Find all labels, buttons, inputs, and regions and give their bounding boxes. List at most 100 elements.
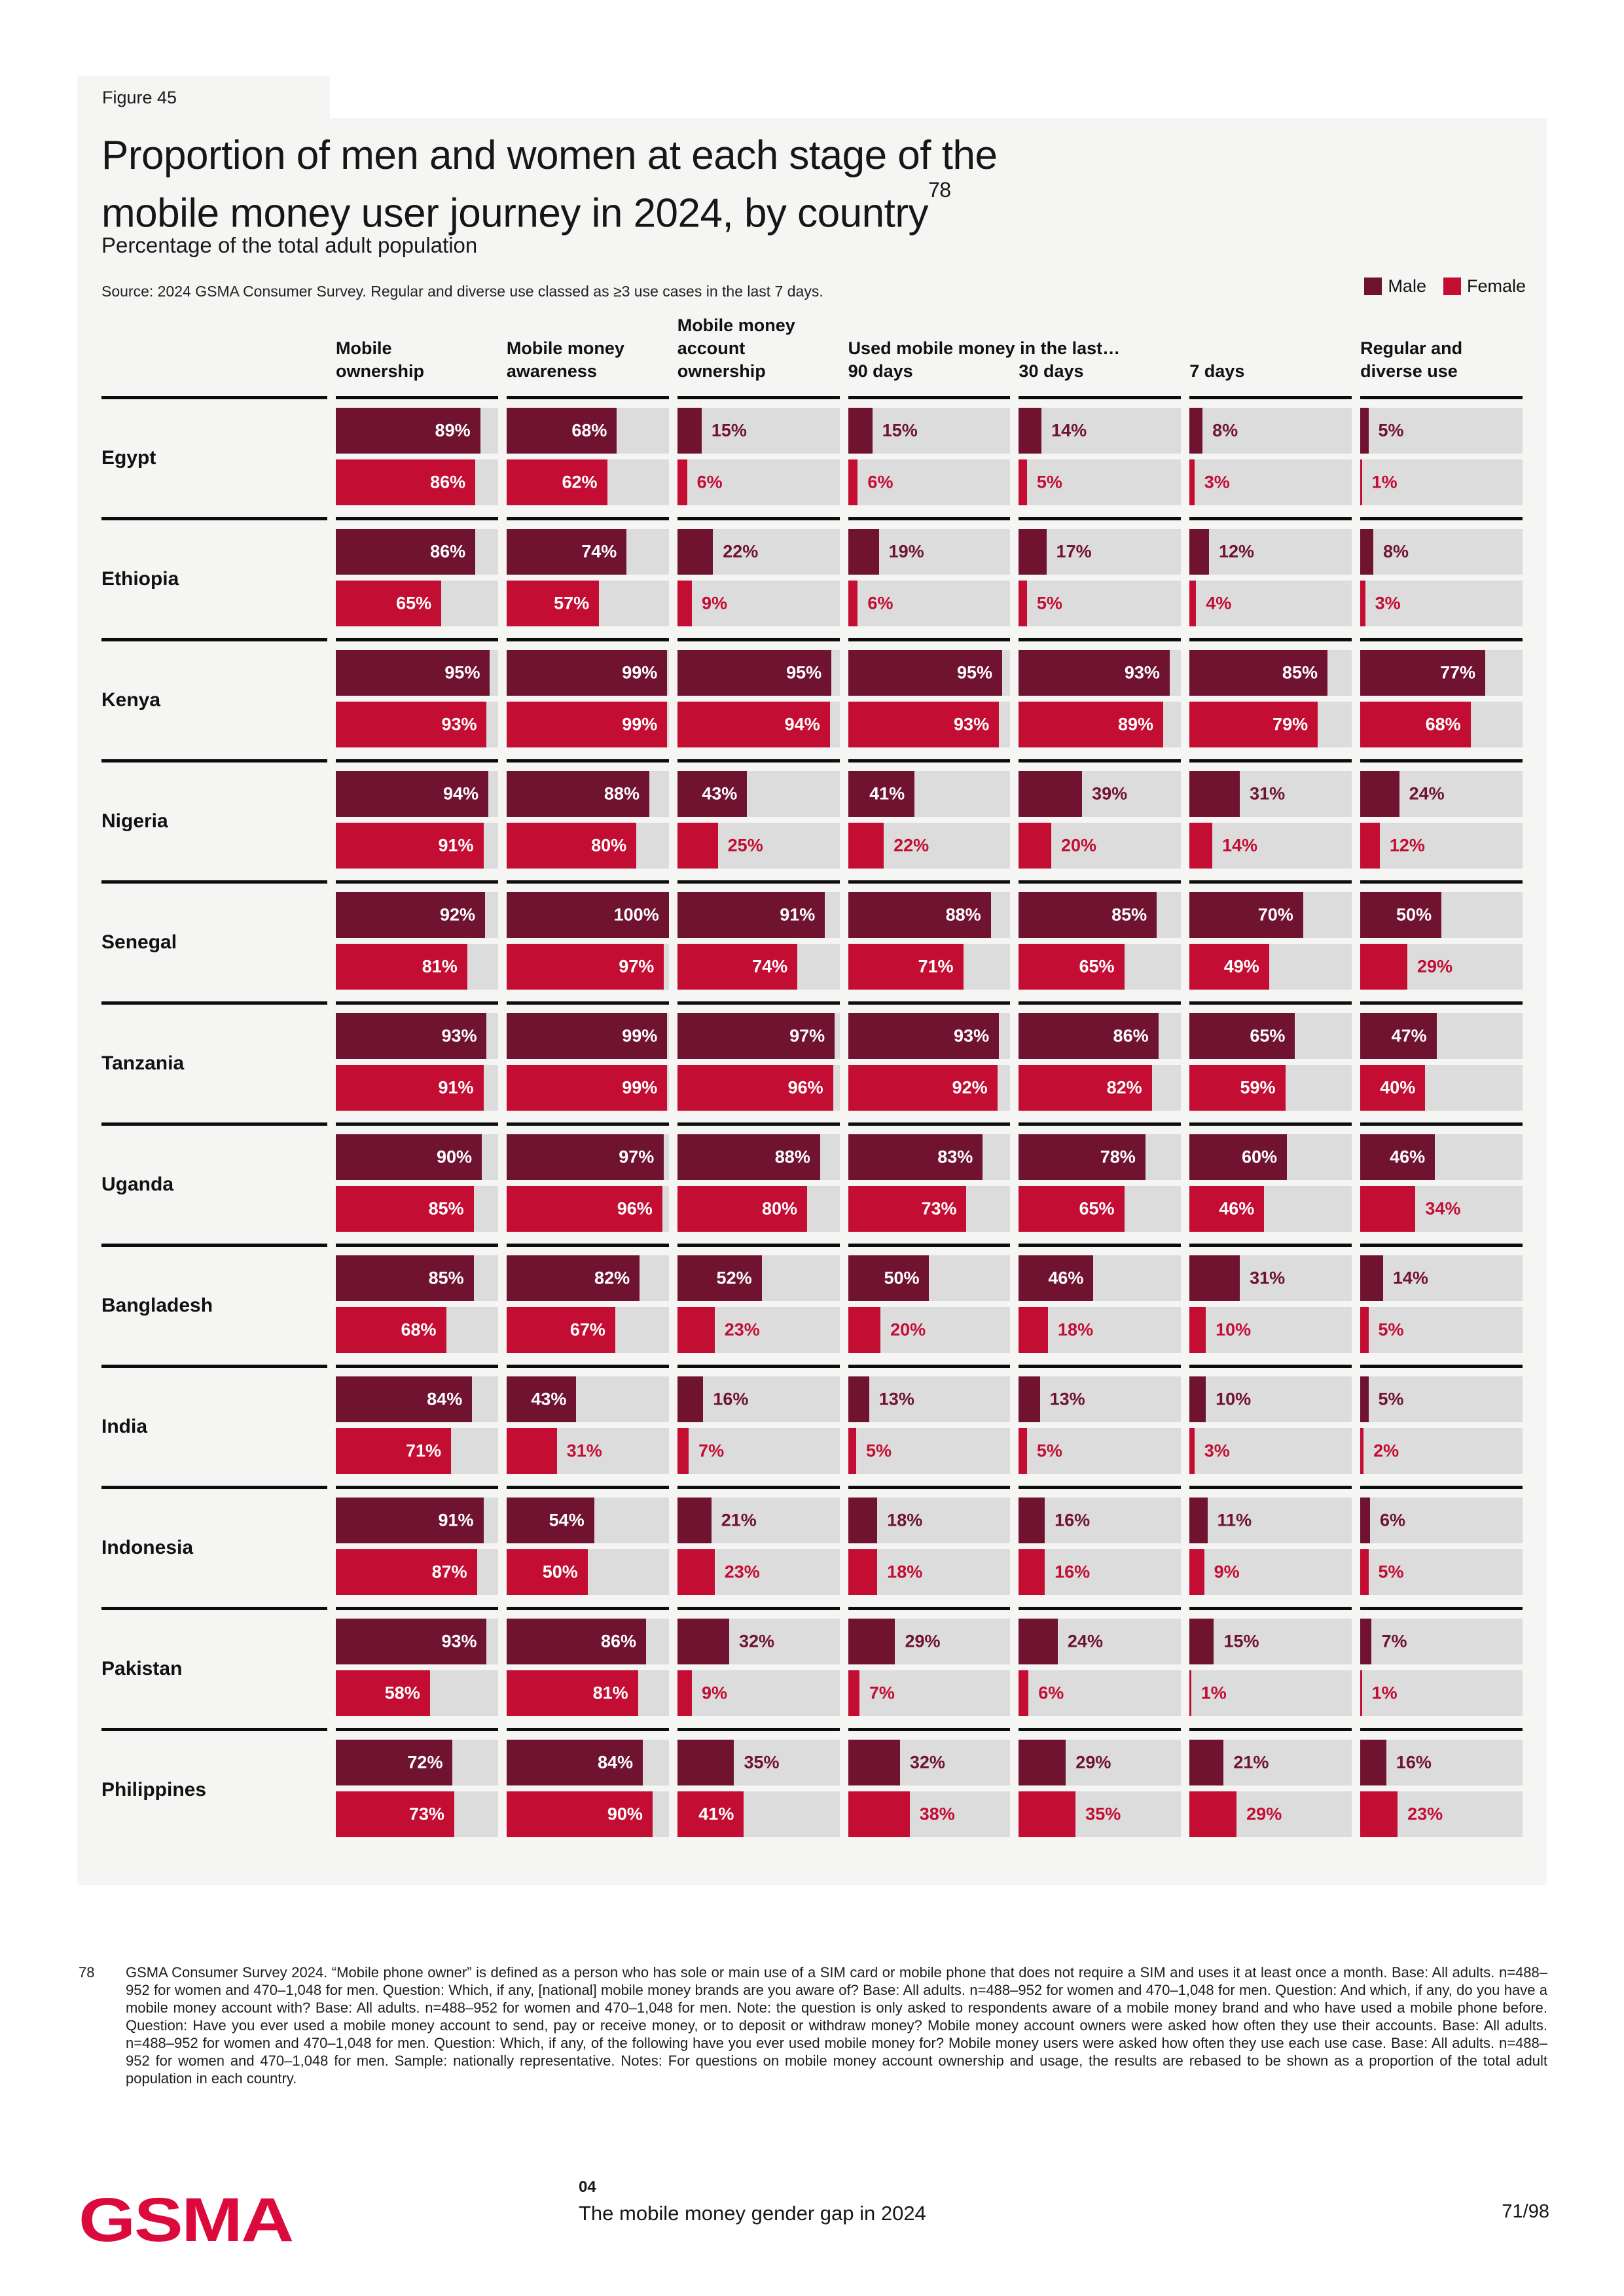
male-bar-track: 91% bbox=[336, 1498, 498, 1543]
female-bar-track: 68% bbox=[1360, 702, 1523, 747]
female-bar-track: 34% bbox=[1360, 1186, 1523, 1232]
female-bar-fill bbox=[336, 1791, 454, 1837]
column-subheaders: 90 days 30 days 7 days bbox=[848, 360, 1352, 383]
stage-cell: 11% 9% bbox=[1189, 1486, 1352, 1607]
male-bar-value-label: 14% bbox=[1392, 1268, 1428, 1288]
female-bar-value-label: 90% bbox=[607, 1804, 643, 1824]
stage-cell: 12% 4% bbox=[1189, 517, 1352, 638]
female-bar-fill bbox=[1189, 1065, 1286, 1111]
female-bar-value-label: 62% bbox=[562, 472, 598, 492]
female-bar-track: 58% bbox=[336, 1670, 498, 1716]
male-bar-value-label: 14% bbox=[1051, 420, 1087, 440]
male-bar-track: 15% bbox=[677, 408, 840, 454]
male-bar-fill bbox=[848, 1134, 983, 1180]
male-bar-value-label: 7% bbox=[1381, 1631, 1407, 1651]
male-bar-value-label: 88% bbox=[604, 783, 640, 804]
male-bar-fill bbox=[1019, 892, 1157, 938]
female-bar-value-label: 5% bbox=[1036, 1441, 1062, 1461]
female-bar-value-label: 7% bbox=[869, 1683, 895, 1703]
female-bar-track: 6% bbox=[677, 459, 840, 505]
male-bar-value-label: 97% bbox=[789, 1026, 825, 1046]
male-bar-value-label: 21% bbox=[721, 1510, 757, 1530]
female-bar-value-label: 93% bbox=[954, 714, 990, 734]
female-bar-fill bbox=[677, 1791, 744, 1837]
footnote-marker: 78 bbox=[79, 1964, 95, 1981]
stage-cell: 15% 6% bbox=[677, 396, 840, 517]
stage-cell: 85% 68% bbox=[336, 1244, 498, 1365]
male-bar-value-label: 86% bbox=[430, 541, 466, 562]
male-bar-track: 85% bbox=[1019, 892, 1182, 938]
female-bar-fill bbox=[1019, 581, 1027, 626]
male-bar-fill bbox=[1360, 1255, 1383, 1301]
male-bar-fill bbox=[848, 1740, 900, 1785]
female-bar-value-label: 92% bbox=[952, 1077, 988, 1098]
stage-cell: 97% 96% bbox=[677, 1001, 840, 1122]
column-headers: Mobile ownership Mobile money awareness … bbox=[101, 314, 1523, 383]
male-bar-value-label: 70% bbox=[1257, 905, 1293, 925]
female-bar-fill bbox=[506, 1307, 615, 1353]
female-bar-track: 96% bbox=[677, 1065, 840, 1111]
stage-cell: 24% 12% bbox=[1360, 759, 1523, 880]
female-bar-fill bbox=[1019, 1428, 1027, 1474]
male-bar-track: 22% bbox=[677, 529, 840, 575]
female-bar-fill bbox=[677, 1307, 715, 1353]
female-bar-track: 9% bbox=[677, 581, 840, 626]
female-bar-value-label: 65% bbox=[1079, 1198, 1115, 1219]
stage-cell: 93% 92% bbox=[848, 1001, 1011, 1122]
male-bar-value-label: 99% bbox=[622, 662, 658, 683]
female-bar-track: 96% bbox=[506, 1186, 669, 1232]
female-bar-value-label: 10% bbox=[1216, 1319, 1252, 1340]
female-bar-value-label: 65% bbox=[1079, 956, 1115, 977]
female-bar-fill bbox=[506, 1186, 662, 1232]
male-bar-track: 84% bbox=[336, 1376, 498, 1422]
legend: Male Female bbox=[1364, 276, 1526, 296]
female-bar-fill bbox=[336, 459, 476, 505]
stage-cell: 70% 49% bbox=[1189, 880, 1352, 1001]
column-header-mobile-money-account-ownership: Mobile money account ownership bbox=[677, 315, 795, 381]
country-row: Ethiopia 86% 65% 74% 57% 22% 9% 19% 6% 17% 5% 12% 4%… bbox=[101, 517, 1523, 638]
male-bar-track: 21% bbox=[677, 1498, 840, 1543]
female-bar-fill bbox=[848, 1186, 967, 1232]
stage-cell: 14% 5% bbox=[1360, 1244, 1523, 1365]
column-header-mobile-ownership: Mobile ownership bbox=[336, 338, 425, 381]
country-label: Senegal bbox=[101, 880, 327, 1001]
male-bar-value-label: 88% bbox=[945, 905, 981, 925]
male-bar-value-label: 8% bbox=[1382, 541, 1409, 562]
male-bar-fill bbox=[677, 650, 832, 696]
female-bar-track: 92% bbox=[848, 1065, 1011, 1111]
female-bar-fill bbox=[1019, 1670, 1029, 1716]
female-bar-track: 65% bbox=[1019, 944, 1182, 990]
country-label: Uganda bbox=[101, 1122, 327, 1244]
stage-cell: 97% 96% bbox=[506, 1122, 669, 1244]
legend-male-swatch-icon bbox=[1364, 278, 1382, 295]
stage-cell: 43% 31% bbox=[506, 1365, 669, 1486]
female-bar-track: 3% bbox=[1189, 459, 1352, 505]
male-bar-value-label: 31% bbox=[1250, 1268, 1286, 1288]
male-bar-track: 100% bbox=[506, 892, 669, 938]
female-bar-track: 1% bbox=[1360, 1670, 1523, 1716]
stage-cell: 46% 18% bbox=[1019, 1244, 1182, 1365]
male-bar-value-label: 24% bbox=[1409, 783, 1445, 804]
male-bar-value-label: 29% bbox=[905, 1631, 941, 1651]
male-bar-value-label: 12% bbox=[1219, 541, 1255, 562]
female-bar-fill bbox=[1360, 1065, 1426, 1111]
female-bar-value-label: 82% bbox=[1106, 1077, 1142, 1098]
male-bar-value-label: 24% bbox=[1067, 1631, 1103, 1651]
female-bar-track: 86% bbox=[336, 459, 498, 505]
female-bar-value-label: 23% bbox=[724, 1319, 760, 1340]
stage-cell: 68% 62% bbox=[506, 396, 669, 517]
stage-cell: 95% 94% bbox=[677, 638, 840, 759]
stage-cell: 72% 73% bbox=[336, 1728, 498, 1849]
chapter-number: 04 bbox=[579, 2178, 596, 2196]
female-bar-value-label: 2% bbox=[1373, 1441, 1399, 1461]
female-bar-track: 91% bbox=[336, 1065, 498, 1111]
male-bar-fill bbox=[336, 1255, 474, 1301]
female-bar-track: 71% bbox=[336, 1428, 498, 1474]
stage-cell: 99% 99% bbox=[506, 1001, 669, 1122]
male-bar-fill bbox=[1189, 650, 1327, 696]
male-bar-fill bbox=[677, 1134, 820, 1180]
female-bar-fill bbox=[677, 581, 692, 626]
female-bar-track: 18% bbox=[848, 1549, 1011, 1595]
female-bar-track: 1% bbox=[1189, 1670, 1352, 1716]
female-bar-fill bbox=[1360, 823, 1380, 869]
